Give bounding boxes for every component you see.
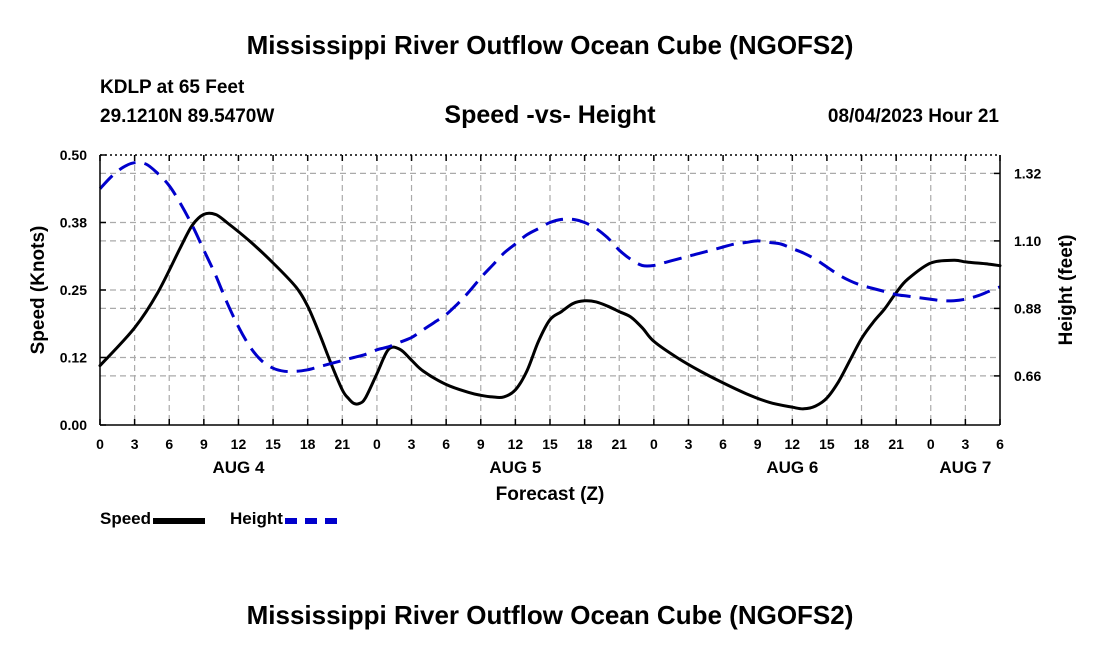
x-tick-label: 15 xyxy=(542,436,558,452)
x-tick-label: 15 xyxy=(265,436,281,452)
grid xyxy=(100,155,1000,425)
x-tick-label: 0 xyxy=(96,436,104,452)
y-axis-left-title: Speed (Knots) xyxy=(28,226,49,355)
x-tick-label: 6 xyxy=(165,436,173,452)
x-tick-label: 3 xyxy=(131,436,139,452)
x-tick-label: 18 xyxy=(300,436,316,452)
legend-item-speed: Speed xyxy=(100,509,206,529)
y2-tick-label: 1.10 xyxy=(1014,233,1041,249)
station-coords: 29.1210N 89.5470W xyxy=(100,106,275,127)
legend-swatch-speed xyxy=(153,517,206,524)
x-tick-label: 3 xyxy=(961,436,969,452)
x-tick-label: 18 xyxy=(854,436,870,452)
legend-item-height: Height xyxy=(230,509,337,529)
x-tick-label: 12 xyxy=(785,436,801,452)
x-tick-label: 6 xyxy=(996,436,1004,452)
y-tick-label: 0.50 xyxy=(60,147,87,163)
x-tick-label: 6 xyxy=(442,436,450,452)
date-label: AUG 5 xyxy=(489,458,541,477)
legend-label-speed: Speed xyxy=(100,509,152,528)
legend-swatch-height xyxy=(284,517,337,524)
x-tick-label: 0 xyxy=(650,436,658,452)
x-tick-label: 12 xyxy=(231,436,247,452)
y-axis-right-title: Height (feet) xyxy=(1056,235,1077,346)
y-tick-label: 0.38 xyxy=(60,215,87,231)
date-label: AUG 7 xyxy=(939,458,991,477)
run-time: 08/04/2023 Hour 21 xyxy=(827,106,999,127)
series-height-line xyxy=(98,160,1001,374)
y-tick-label: 0.00 xyxy=(60,417,87,433)
y-tick-label: 0.25 xyxy=(60,282,87,298)
y2-tick-label: 0.88 xyxy=(1014,300,1041,316)
x-axis: 0 3 6 9 12 15 18 21 0 3 6 9 12 15 18 21 0 3 6 9 12 15 18 21 0 3 6A… xyxy=(96,436,1004,477)
x-tick-label: 15 xyxy=(819,436,835,452)
x-tick-label: 0 xyxy=(373,436,381,452)
y2-tick-label: 0.66 xyxy=(1014,368,1041,384)
x-tick-label: 12 xyxy=(508,436,524,452)
y2-tick-label: 1.32 xyxy=(1014,165,1041,181)
x-tick-label: 9 xyxy=(754,436,762,452)
series-layer xyxy=(98,160,1002,411)
x-tick-label: 3 xyxy=(408,436,416,452)
y-axis-left: 0.00 0.12 0.25 0.38 0.50 xyxy=(60,147,87,433)
y-tick-label: 0.12 xyxy=(60,350,87,366)
x-tick-label: 18 xyxy=(577,436,593,452)
y-axis-right: 0.66 0.88 1.10 1.32 xyxy=(1014,165,1041,384)
x-tick-label: 0 xyxy=(927,436,935,452)
date-label: AUG 6 xyxy=(766,458,818,477)
x-tick-label: 3 xyxy=(685,436,693,452)
x-tick-label: 9 xyxy=(200,436,208,452)
date-label: AUG 4 xyxy=(212,458,265,477)
footer-title: Mississippi River Outflow Ocean Cube (NG… xyxy=(246,600,854,630)
legend-label-height: Height xyxy=(230,509,283,528)
main-title: Mississippi River Outflow Ocean Cube (NG… xyxy=(246,30,854,60)
station-name: KDLP at 65 Feet xyxy=(100,77,245,98)
x-axis-title: Forecast (Z) xyxy=(496,484,605,505)
x-tick-label: 21 xyxy=(888,436,904,452)
plot-frame xyxy=(99,154,1001,426)
x-tick-label: 21 xyxy=(335,436,351,452)
chart-title: Speed -vs- Height xyxy=(444,101,656,129)
series-speed-line xyxy=(98,211,1002,411)
x-tick-label: 21 xyxy=(611,436,627,452)
x-tick-label: 9 xyxy=(477,436,485,452)
x-tick-label: 6 xyxy=(719,436,727,452)
